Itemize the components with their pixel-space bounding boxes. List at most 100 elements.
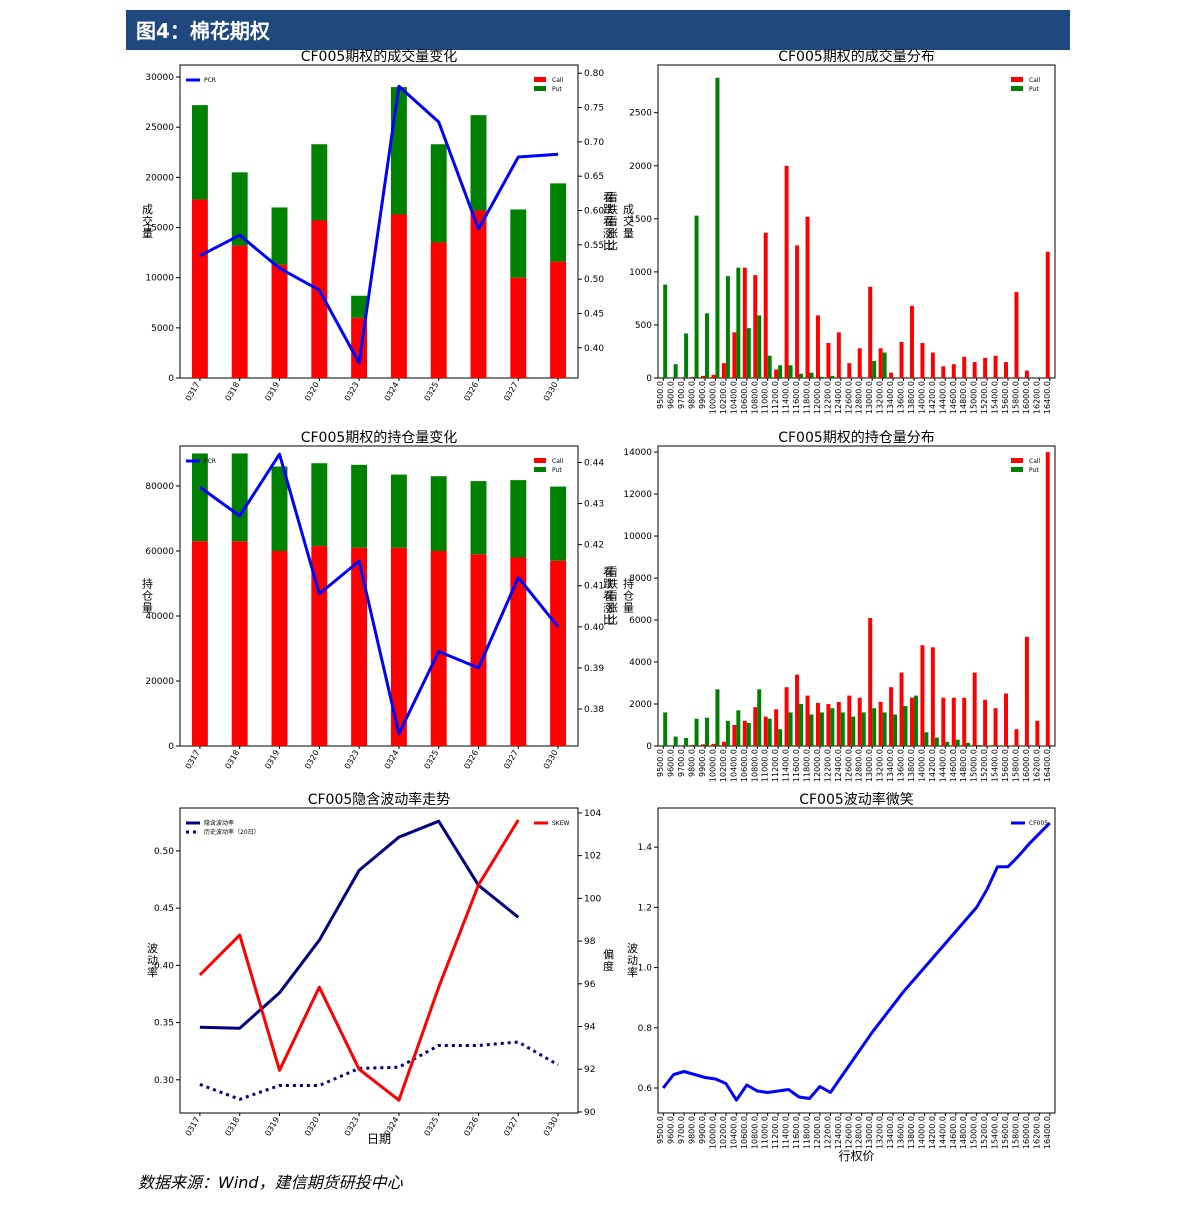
bar bbox=[934, 737, 939, 746]
x-tick-label: 11600.0 bbox=[792, 749, 801, 782]
x-tick-label: 15000.0 bbox=[970, 381, 979, 414]
x-tick-label: 0326 bbox=[462, 749, 480, 771]
y2-axis-label: 看跌看涨比 bbox=[606, 190, 619, 251]
y2-axis-label: 偏度 bbox=[602, 947, 615, 972]
bar bbox=[673, 364, 678, 378]
bar bbox=[795, 674, 800, 746]
bar bbox=[721, 741, 726, 746]
x-tick-label: 10400.0 bbox=[729, 749, 738, 782]
x-tick-label: 14000.0 bbox=[917, 1116, 926, 1149]
x-tick-label: 0320 bbox=[303, 381, 321, 403]
y-axis-label: 成交量 bbox=[141, 203, 154, 239]
y2-tick-label: 0.44 bbox=[584, 458, 604, 468]
bar bbox=[470, 481, 487, 555]
bar bbox=[857, 697, 862, 746]
bar bbox=[711, 743, 716, 746]
bar bbox=[663, 284, 668, 378]
x-tick-label: 9700.0 bbox=[677, 381, 686, 409]
bar bbox=[882, 352, 887, 378]
x-tick-label: 14000.0 bbox=[917, 749, 926, 782]
y2-tick-label: 0.50 bbox=[584, 275, 604, 285]
bar bbox=[1004, 362, 1008, 378]
bar bbox=[390, 87, 407, 215]
x-tick-label: 9500.0 bbox=[656, 1116, 665, 1144]
bar bbox=[510, 277, 527, 378]
x-tick-label: 11600.0 bbox=[792, 381, 801, 414]
x-tick-label: 0323 bbox=[343, 749, 361, 771]
y-axis-label: 持仓量 bbox=[622, 577, 635, 614]
x-tick-label: 0323 bbox=[343, 1116, 361, 1138]
bar bbox=[951, 697, 956, 746]
bar bbox=[390, 547, 407, 746]
bar bbox=[774, 369, 779, 378]
x-tick-label: 16400.0 bbox=[1043, 381, 1052, 414]
bar bbox=[191, 105, 208, 200]
x-tick-label: 0330 bbox=[542, 1116, 560, 1138]
y-axis-label: 波动率 bbox=[626, 942, 639, 978]
x-tick-label: 14600.0 bbox=[949, 1116, 958, 1149]
y2-tick-label: 0.40 bbox=[584, 623, 604, 633]
x-tick-label: 11400.0 bbox=[782, 1116, 791, 1149]
x-tick-label: 10200.0 bbox=[719, 1116, 728, 1149]
legend-swatch bbox=[534, 77, 546, 82]
bar bbox=[684, 738, 689, 746]
x-tick-label: 9900.0 bbox=[698, 1116, 707, 1144]
y2-tick-label: 100 bbox=[584, 894, 601, 904]
bar bbox=[983, 699, 988, 746]
x-tick-label: 15800.0 bbox=[1011, 381, 1020, 414]
x-tick-label: 16400.0 bbox=[1043, 1116, 1052, 1149]
legend-label: Call bbox=[552, 77, 564, 84]
x-tick-label: 15400.0 bbox=[991, 1116, 1000, 1149]
bar bbox=[746, 722, 751, 746]
x-tick-label: 14800.0 bbox=[959, 381, 968, 414]
x-tick-label: 12600.0 bbox=[844, 749, 853, 782]
x-tick-label: 14800.0 bbox=[959, 749, 968, 782]
x-tick-label: 11000.0 bbox=[761, 381, 770, 414]
legend-swatch bbox=[534, 458, 546, 463]
x-tick-label: 16400.0 bbox=[1043, 749, 1052, 782]
x-tick-label: 13800.0 bbox=[907, 381, 916, 414]
bar bbox=[809, 372, 814, 378]
bar bbox=[663, 712, 668, 746]
y2-axis-label: 看跌看涨比 bbox=[602, 565, 615, 626]
y2-tick-label: 0.65 bbox=[584, 172, 604, 182]
x-tick-label: 0324 bbox=[383, 749, 401, 771]
bar bbox=[972, 362, 977, 378]
y-tick-label: 6000 bbox=[629, 616, 652, 626]
x-tick-label: 12200.0 bbox=[823, 1116, 832, 1149]
y-tick-label: 60000 bbox=[145, 547, 174, 557]
y-tick-label: 4000 bbox=[629, 658, 652, 668]
legend-swatch bbox=[1011, 467, 1023, 472]
x-tick-label: 12600.0 bbox=[844, 1116, 853, 1149]
chart-title: CF005期权的持仓量变化 bbox=[301, 430, 458, 446]
y-tick-label: 0.50 bbox=[154, 847, 174, 857]
bar bbox=[705, 313, 709, 378]
bar bbox=[872, 361, 877, 378]
y-tick-label: 0.6 bbox=[638, 1084, 653, 1094]
bar bbox=[920, 342, 925, 378]
bar bbox=[231, 453, 248, 542]
y-tick-label: 1.2 bbox=[638, 903, 652, 913]
x-tick-label: 12400.0 bbox=[834, 381, 843, 414]
bar bbox=[819, 376, 824, 378]
y2-tick-label: 0.43 bbox=[584, 500, 604, 510]
legend-swatch bbox=[534, 467, 546, 472]
bar bbox=[767, 355, 772, 378]
bar bbox=[711, 374, 716, 378]
bar bbox=[840, 712, 845, 746]
line-series bbox=[662, 822, 1051, 1102]
x-tick-label: 0318 bbox=[223, 749, 241, 771]
x-tick-label: 16000.0 bbox=[1022, 381, 1031, 414]
x-axis-label: 日期 bbox=[367, 1132, 391, 1146]
bar bbox=[271, 466, 288, 551]
legend-swatch bbox=[534, 86, 546, 91]
bar bbox=[753, 707, 758, 746]
y-tick-label: 2500 bbox=[629, 109, 652, 119]
x-tick-label: 15600.0 bbox=[1001, 1116, 1010, 1149]
x-tick-label: 13600.0 bbox=[897, 381, 906, 414]
bar bbox=[836, 701, 841, 746]
bar bbox=[1014, 292, 1019, 378]
x-tick-label: 11800.0 bbox=[802, 381, 811, 414]
bar bbox=[872, 708, 877, 746]
x-tick-label: 13800.0 bbox=[907, 1116, 916, 1149]
